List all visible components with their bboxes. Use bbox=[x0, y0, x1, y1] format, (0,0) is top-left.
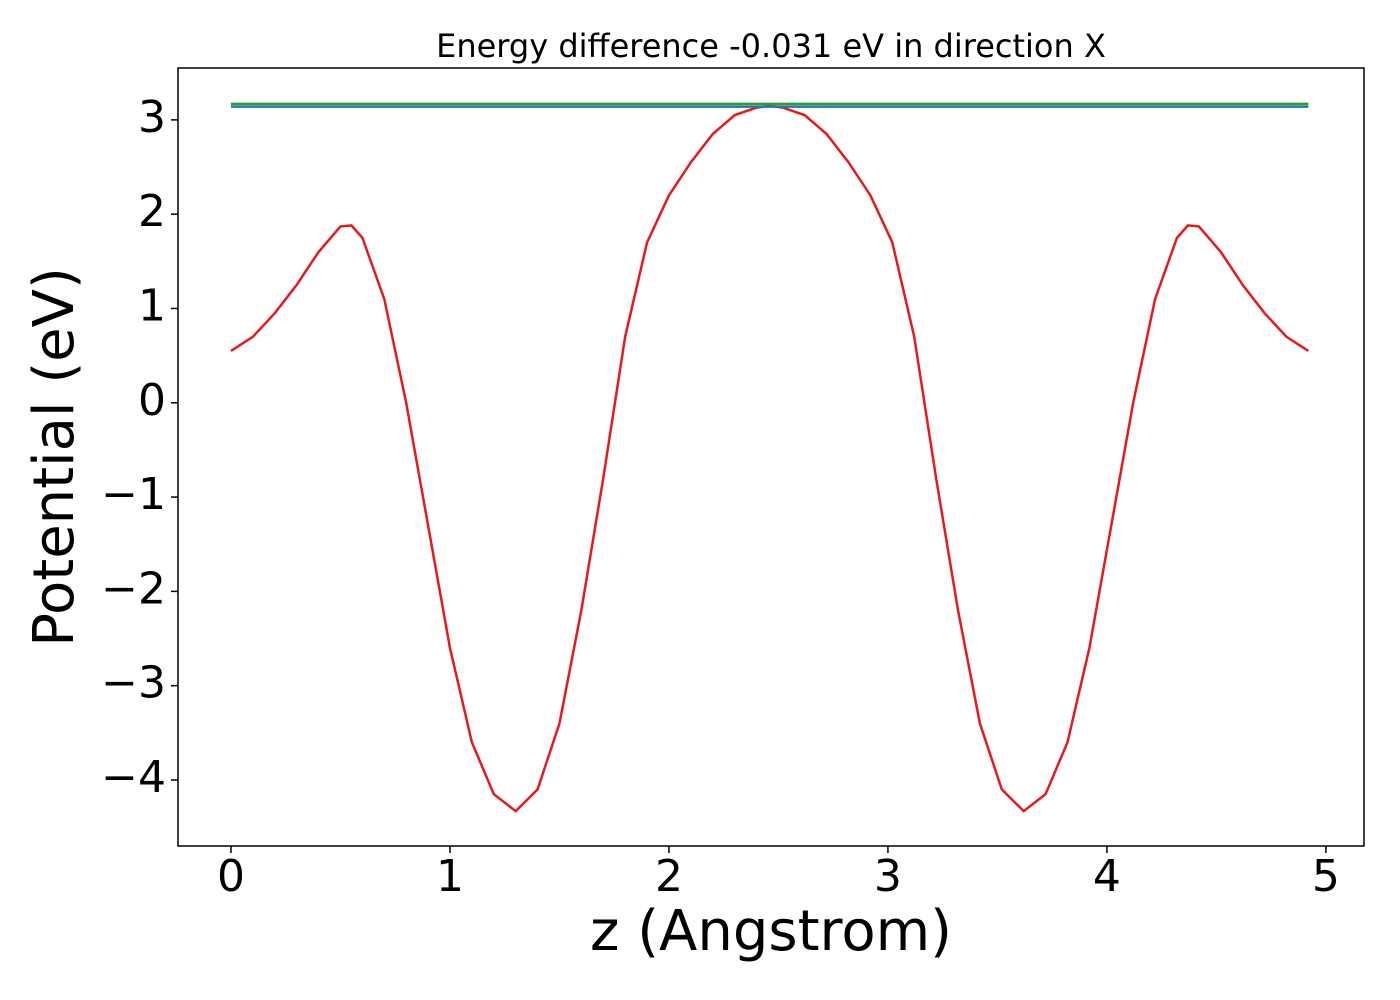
y-tick-label: 0 bbox=[138, 375, 166, 426]
x-axis-label: z (Angstrom) bbox=[590, 899, 952, 964]
chart-title: Energy difference -0.031 eV in direction… bbox=[436, 27, 1106, 65]
y-tick-label: −3 bbox=[101, 658, 166, 709]
line-series bbox=[230, 104, 1310, 813]
x-tick-label: 1 bbox=[436, 851, 464, 902]
y-tick-label: 2 bbox=[138, 186, 166, 237]
y-axis-label: Potential (eV) bbox=[22, 267, 87, 647]
x-tick-label: 0 bbox=[217, 851, 245, 902]
x-tick-label: 4 bbox=[1093, 851, 1121, 902]
x-tick-label: 5 bbox=[1312, 851, 1340, 902]
y-tick-label: 3 bbox=[138, 92, 166, 143]
y-tick-label: −1 bbox=[101, 469, 166, 520]
x-tick-label: 2 bbox=[655, 851, 683, 902]
y-tick-label: −2 bbox=[101, 563, 166, 614]
plot-frame bbox=[177, 67, 1365, 847]
y-tick-label: 1 bbox=[138, 280, 166, 331]
x-tick-label: 3 bbox=[874, 851, 902, 902]
y-tick-label: −4 bbox=[101, 752, 166, 803]
